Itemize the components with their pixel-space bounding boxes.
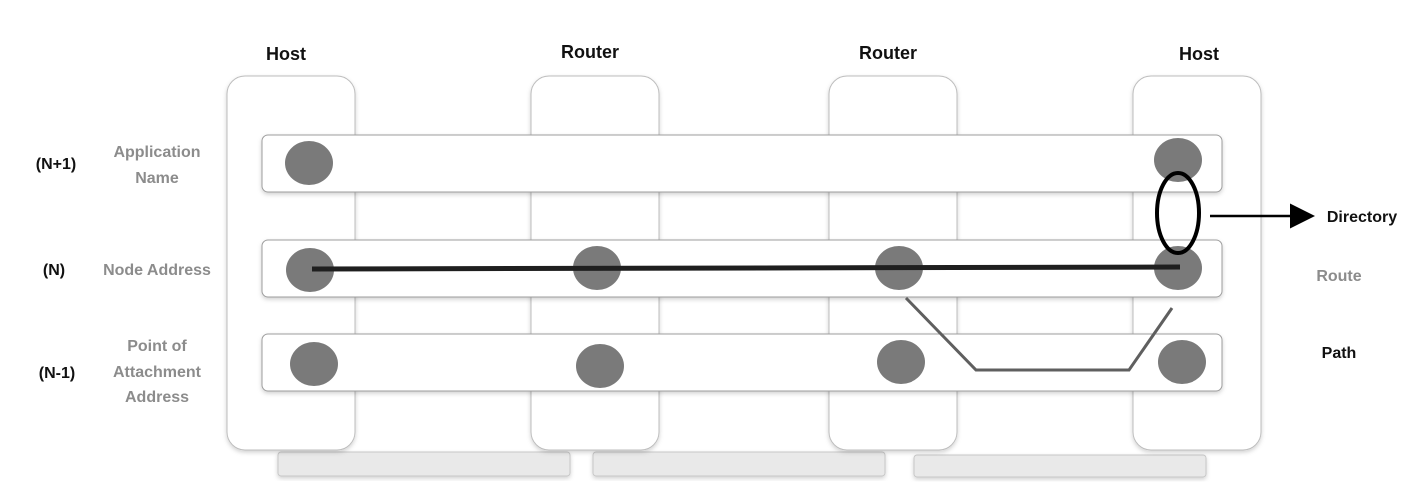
- directory-ring: [1155, 171, 1201, 255]
- attachment-address-dots: [290, 340, 1206, 388]
- attachment-dot-router-1: [576, 344, 624, 388]
- node-address-dot-host-1: [286, 248, 334, 292]
- layer-bars: [261, 134, 1223, 392]
- link-bar-1: [277, 451, 571, 477]
- layer-label-attachment-line-3: Address: [125, 389, 189, 406]
- layer-label-application-line-1: Application: [113, 144, 200, 161]
- right-labels: Directory Route Path: [1316, 209, 1397, 362]
- layer-labels: Application Name Node Address Point of A…: [103, 144, 211, 406]
- route-label: Route: [1316, 268, 1361, 285]
- app-name-dot-host-1: [285, 141, 333, 185]
- node-title-host-2: Host: [1179, 44, 1219, 64]
- link-bar-3: [913, 454, 1207, 478]
- path-label: Path: [1322, 345, 1357, 362]
- directory-label: Directory: [1327, 209, 1397, 226]
- attachment-dot-host-2: [1158, 340, 1206, 384]
- node-title-host-1: Host: [266, 44, 306, 64]
- app-name-dot-host-2: [1154, 138, 1202, 182]
- link-bars: [277, 451, 1207, 478]
- link-bar-2: [592, 451, 886, 477]
- attachment-dot-router-2: [877, 340, 925, 384]
- level-tag-n: (N): [43, 262, 65, 279]
- layer-label-application-line-2: Name: [135, 170, 179, 187]
- layer-label-attachment-line-2: Attachment: [113, 364, 202, 381]
- attachment-dot-host-1: [290, 342, 338, 386]
- path-line: [904, 296, 1174, 372]
- node-title-router-1: Router: [561, 42, 619, 62]
- layer-bar-application-name: [261, 134, 1223, 193]
- application-name-dots: [285, 138, 1202, 185]
- node-titles: Host Router Router Host: [266, 42, 1219, 64]
- layer-label-node-address: Node Address: [103, 262, 211, 279]
- level-tag-n-minus-1: (N-1): [39, 365, 75, 382]
- layer-bar-point-of-attachment: [261, 333, 1223, 392]
- layer-label-attachment-line-1: Point of: [127, 338, 187, 355]
- level-tags: (N+1) (N) (N-1): [36, 156, 76, 382]
- node-title-router-2: Router: [859, 43, 917, 63]
- level-tag-n-plus-1: (N+1): [36, 156, 76, 173]
- route-line: [311, 264, 1181, 272]
